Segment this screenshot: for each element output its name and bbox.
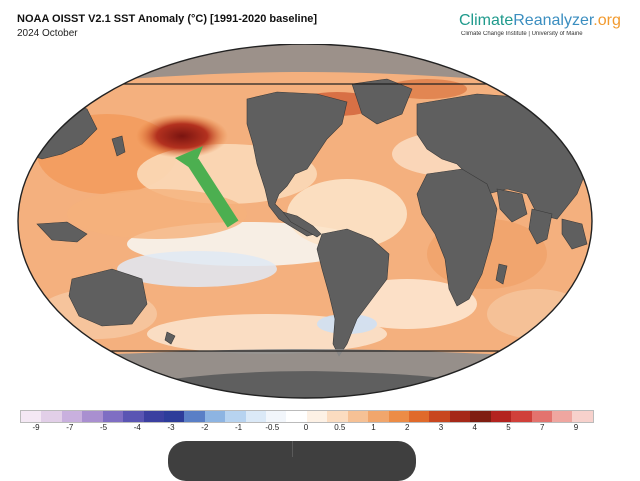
colorbar-tick-label: -5 bbox=[99, 423, 108, 432]
colorbar-swatch bbox=[347, 411, 369, 422]
brand-name-reanalyzer: Reanalyzer bbox=[513, 12, 594, 29]
southeast-asia bbox=[561, 218, 588, 250]
new-zealand bbox=[164, 331, 176, 345]
colorbar-tick-label: 0.5 bbox=[334, 423, 346, 432]
colorbar-tick-label: -7 bbox=[66, 423, 74, 432]
world-map bbox=[17, 44, 593, 399]
globe-outline bbox=[17, 44, 593, 399]
colorbar-swatch bbox=[21, 411, 42, 422]
colorbar-swatch bbox=[429, 411, 450, 422]
colorbar-swatch bbox=[61, 411, 83, 422]
colorbar-swatch bbox=[511, 411, 532, 422]
colorbar-swatch bbox=[551, 411, 573, 422]
colorbar-tick-label: 7 bbox=[540, 423, 545, 432]
colorbar-tick-label: -3 bbox=[167, 423, 175, 432]
colorbar-swatch bbox=[531, 411, 552, 422]
colorbar-swatch bbox=[449, 411, 471, 422]
map-panel bbox=[17, 44, 593, 399]
page-title: NOAA OISST V2.1 SST Anomaly (°C) [1991-2… bbox=[17, 13, 318, 25]
colorbar-swatch bbox=[490, 411, 512, 422]
brand-tagline: Climate Change Institute | University of… bbox=[461, 31, 583, 37]
page-subtitle: 2024 October bbox=[17, 28, 78, 39]
bottom-toolbar[interactable] bbox=[168, 441, 416, 481]
colorbar bbox=[20, 410, 594, 423]
colorbar-swatch bbox=[163, 411, 185, 422]
maritime-continent bbox=[36, 221, 88, 243]
colorbar-swatch bbox=[184, 411, 205, 422]
central-america bbox=[282, 211, 322, 238]
colorbar-tick-label: 3 bbox=[438, 423, 444, 432]
colorbar-swatch bbox=[123, 411, 144, 422]
colorbar-swatch bbox=[102, 411, 124, 422]
toolbar-divider bbox=[292, 441, 293, 457]
colorbar-tick-label: 2 bbox=[405, 423, 410, 432]
colorbar-tick-label: 4 bbox=[472, 423, 477, 432]
colorbar-swatch bbox=[41, 411, 62, 422]
north-pacific-hotspot bbox=[136, 114, 228, 158]
india bbox=[528, 208, 553, 245]
colorbar-swatch bbox=[409, 411, 430, 422]
colorbar-tick-label: 5 bbox=[506, 423, 511, 432]
madagascar bbox=[495, 263, 508, 285]
colorbar-tick-label: 1 bbox=[371, 423, 376, 432]
colorbar-tick-label: -1 bbox=[234, 423, 243, 432]
colorbar-tick-label: -0.5 bbox=[265, 423, 280, 432]
brand-name-org: .org bbox=[593, 12, 621, 29]
colorbar-swatch bbox=[327, 411, 348, 422]
colorbar-swatch bbox=[225, 411, 246, 422]
greenland bbox=[351, 78, 413, 125]
japan bbox=[111, 135, 126, 157]
colorbar-swatch bbox=[388, 411, 410, 422]
arabia bbox=[496, 188, 528, 223]
colorbar-swatch bbox=[306, 411, 328, 422]
colorbar-swatch bbox=[82, 411, 103, 422]
brand-logo[interactable]: ClimateReanalyzer.org bbox=[459, 12, 640, 30]
colorbar-tick-label: 0 bbox=[303, 423, 309, 432]
colorbar-tick-label: -4 bbox=[133, 423, 141, 432]
south-america bbox=[316, 228, 390, 357]
colorbar-swatch bbox=[572, 411, 593, 422]
colorbar-labels: -9 -7 -5 -4 -3 -2 -1 -0.5 0 0.5 1 2 3 4 5 7 9 bbox=[20, 423, 592, 437]
colorbar-swatch bbox=[143, 411, 164, 422]
colorbar-tick-label: 9 bbox=[573, 423, 579, 432]
colorbar-swatch bbox=[266, 411, 287, 422]
colorbar-swatch bbox=[470, 411, 491, 422]
colorbar-tick-label: -9 bbox=[32, 423, 40, 432]
africa bbox=[416, 168, 498, 307]
colorbar-swatch bbox=[286, 411, 307, 422]
colorbar-tick-label: -2 bbox=[201, 423, 209, 432]
colorbar-swatch bbox=[368, 411, 389, 422]
australia bbox=[68, 268, 148, 327]
brand-name-climate: Climate bbox=[459, 12, 514, 29]
highlight-arrow bbox=[175, 146, 239, 228]
colorbar-swatch bbox=[204, 411, 226, 422]
colorbar-swatch bbox=[245, 411, 267, 422]
